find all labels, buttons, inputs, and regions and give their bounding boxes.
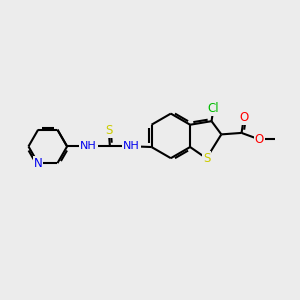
Text: O: O	[239, 111, 248, 124]
Text: NH: NH	[80, 141, 97, 152]
Text: S: S	[203, 152, 210, 165]
Text: NH: NH	[123, 141, 140, 152]
Text: N: N	[34, 157, 43, 170]
Text: S: S	[105, 124, 112, 136]
Text: O: O	[255, 133, 264, 146]
Text: Cl: Cl	[207, 102, 219, 115]
